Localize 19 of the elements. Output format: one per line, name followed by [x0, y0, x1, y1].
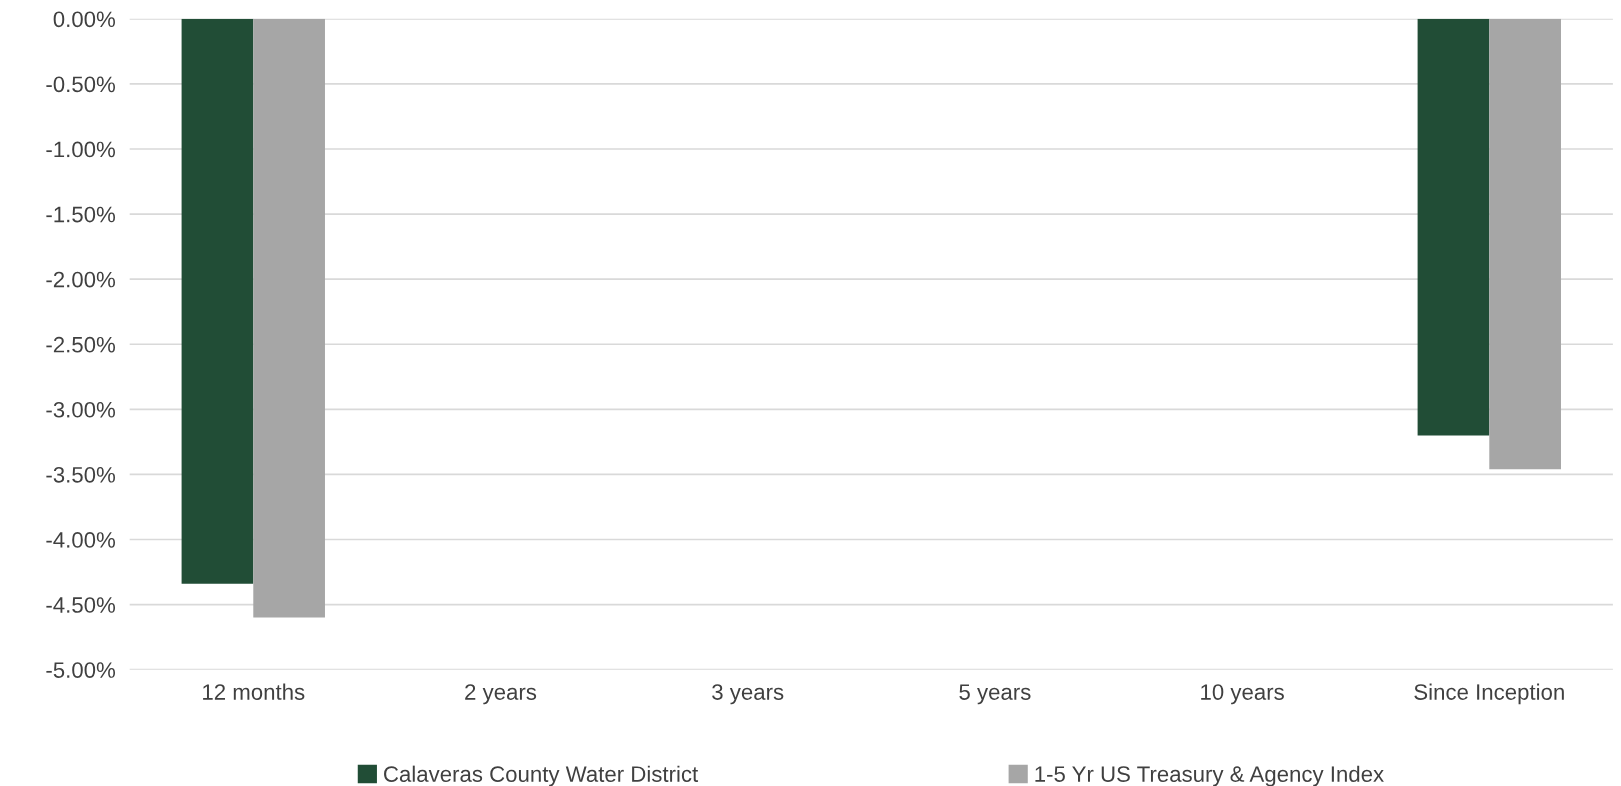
x-tick-label: 3 years: [712, 684, 784, 705]
legend-label: Calaveras County Water District: [384, 765, 699, 786]
legend-label: 1-5 Yr US Treasury & Agency Index: [1035, 765, 1384, 786]
y-tick-label: -0.50%: [46, 76, 115, 93]
x-tick-label: 2 years: [465, 684, 537, 705]
x-tick-label: 10 years: [1201, 684, 1284, 705]
y-tick-label: -2.50%: [46, 336, 115, 353]
y-tick-label: -4.00%: [46, 532, 115, 548]
y-tick-label: -2.00%: [46, 271, 115, 288]
y-tick-label: -5.00%: [46, 662, 115, 678]
y-tick-label: -3.50%: [46, 466, 115, 483]
x-tick-label: 5 years: [959, 684, 1031, 705]
y-tick-label: -1.00%: [46, 141, 115, 158]
y-tick-label: -3.00%: [46, 401, 115, 418]
y-tick-label: 0.00%: [53, 11, 115, 28]
y-tick-label: -4.50%: [46, 597, 115, 613]
x-tick-label: Since Inception: [1414, 683, 1564, 705]
y-tick-label: -1.50%: [46, 206, 115, 223]
x-tick-label: 12 months: [203, 683, 305, 700]
